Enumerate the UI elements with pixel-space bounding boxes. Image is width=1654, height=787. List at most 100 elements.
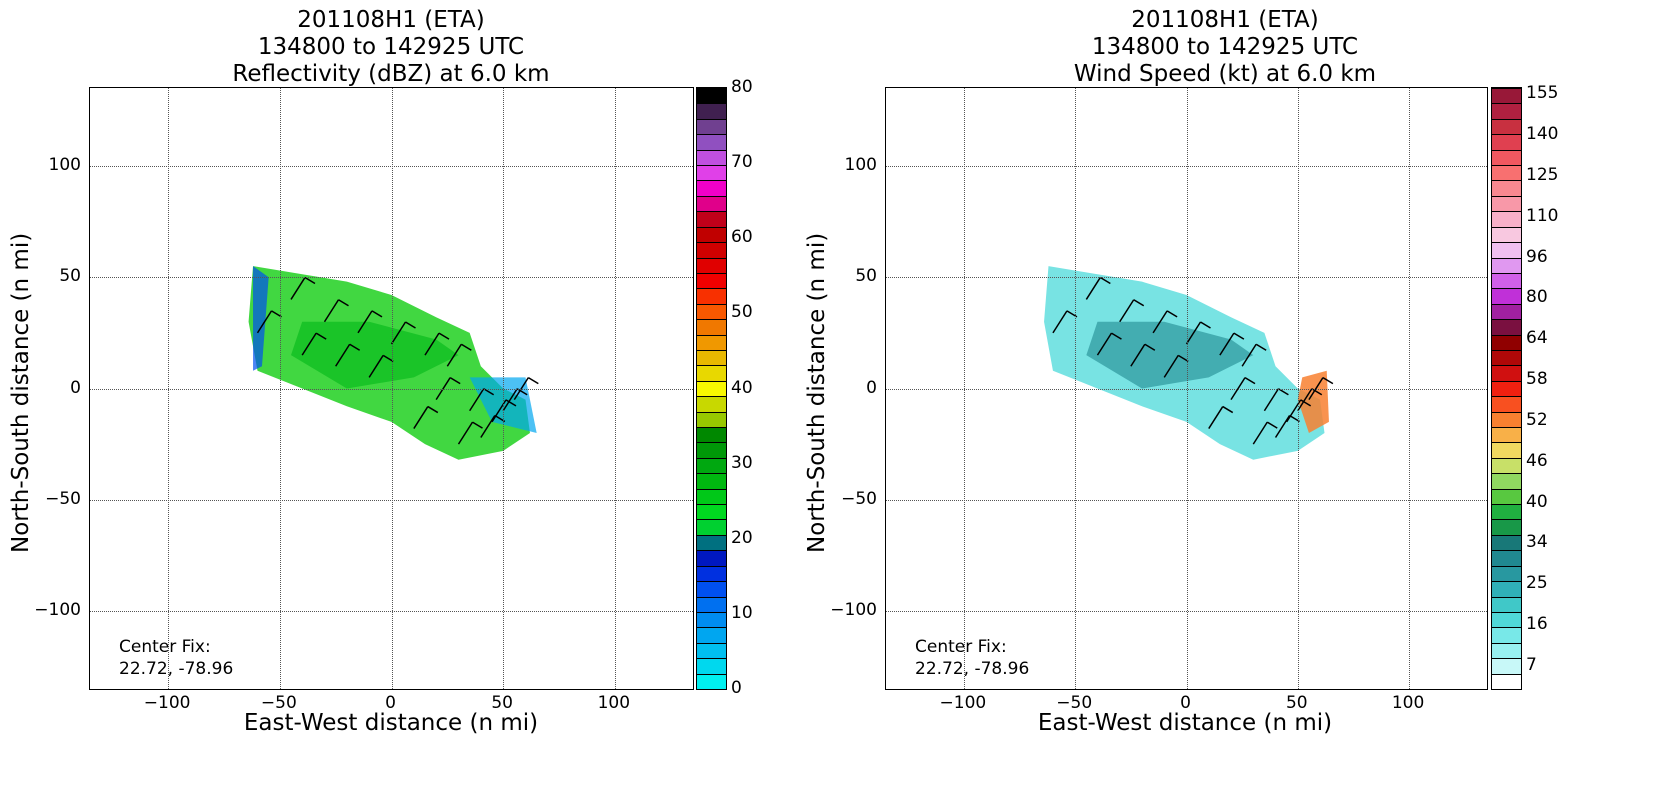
colorbar-segment [1492, 165, 1521, 181]
wind-barb [1219, 332, 1235, 356]
colorbar-segment [1492, 103, 1521, 119]
colorbar-segment [1492, 319, 1521, 335]
wind-barb [1152, 310, 1168, 334]
colorbar-segment [1492, 457, 1521, 474]
colorbar-segment [1492, 596, 1521, 612]
reflectivity-panel: 201108H1 (ETA) 134800 to 142925 UTC Refl… [0, 0, 820, 787]
x-tick-label: −100 [143, 693, 191, 713]
wind-barb-flag [349, 343, 361, 351]
y-gridline [90, 611, 693, 613]
x-axis-label: East-West distance (n mi) [243, 710, 539, 736]
colorbar-segment [697, 211, 726, 227]
wind-barb-flag [516, 388, 528, 396]
wind-speed-colorbar [1491, 87, 1522, 690]
data-region-core [1086, 321, 1254, 389]
colorbar-segment [1492, 242, 1521, 258]
colorbar-tick-label: 50 [731, 302, 753, 323]
colorbar-tick-label: 96 [1526, 246, 1548, 267]
colorbar-tick-label: 30 [731, 452, 753, 473]
wind-barb [1052, 310, 1068, 334]
wind-barb-flag [382, 354, 394, 363]
wind-barb [1163, 354, 1179, 378]
chart-title-line-3: Wind Speed (kt) at 6.0 km [1073, 61, 1377, 87]
colorbar-segment [697, 195, 726, 212]
colorbar-segment [697, 380, 726, 397]
wind-barb-flag [1166, 310, 1178, 318]
colorbar-segment [1492, 673, 1521, 689]
x-tick-label: 0 [1180, 693, 1191, 713]
wind-barb-flag [304, 276, 316, 285]
wind-barb [1252, 421, 1268, 445]
wind-barb [256, 310, 273, 334]
colorbar-tick-label: 34 [1526, 532, 1548, 553]
colorbar-tick-label: 70 [731, 152, 753, 173]
colorbar-segment [697, 334, 726, 350]
x-tick-label: −50 [260, 693, 297, 713]
wind-barb-flag [1300, 399, 1312, 407]
wind-barb-flag [1133, 299, 1145, 307]
wind-barb [446, 343, 462, 367]
wind-barb-flag [1099, 276, 1111, 285]
colorbar-segment [1492, 519, 1521, 535]
colorbar-segment [1492, 442, 1521, 458]
x-tick-label: −100 [939, 693, 987, 713]
wind-barb-flag [1278, 388, 1289, 396]
colorbar-segment [697, 88, 726, 104]
colorbar-segment [1492, 550, 1521, 566]
center-fix-label: Center Fix: 22.72, -78.96 [119, 636, 233, 680]
colorbar-segment [697, 658, 726, 674]
wind-barb-flag [1311, 388, 1323, 396]
x-tick-label: 50 [1285, 693, 1308, 713]
colorbar-tick-label: 25 [1526, 573, 1548, 594]
wind-barb [1263, 388, 1280, 412]
colorbar-tick-label: 140 [1526, 124, 1559, 144]
colorbar-segment [1492, 149, 1521, 166]
wind-barb-flag [1322, 376, 1334, 385]
colorbar-tick-label: 7 [1526, 654, 1537, 675]
y-gridline [90, 165, 693, 167]
y-tick-label: 0 [70, 377, 81, 398]
data-region-core [291, 321, 459, 389]
wind-speed-plot-svg [1044, 266, 1334, 460]
colorbar-segment [697, 365, 726, 381]
center-fix-label: Center Fix: 22.72, -78.96 [915, 636, 1029, 680]
y-gridline [886, 499, 1487, 501]
wind-barb-flag [1255, 343, 1267, 351]
wind-barb [290, 277, 306, 300]
wind-barb [413, 406, 429, 429]
wind-barb-flag [527, 376, 539, 385]
chart-title-line-1: 201108H1 (ETA) [297, 7, 485, 33]
colorbar-segment [1492, 611, 1521, 628]
wind-barb-flag [1233, 332, 1245, 340]
colorbar-tick-label: 58 [1526, 369, 1548, 390]
x-axis-label: East-West distance (n mi) [1037, 710, 1333, 736]
colorbar-segment [697, 411, 726, 428]
colorbar-segment [1492, 504, 1521, 520]
wind-barb-flag [338, 299, 349, 307]
colorbar-segment [697, 180, 726, 196]
center-fix-coordinates: 22.72, -78.96 [915, 659, 1030, 679]
wind-barb-flag [405, 321, 416, 329]
colorbar-segment [1492, 642, 1521, 659]
wind-barb [368, 354, 384, 378]
colorbar-segment [697, 427, 726, 443]
colorbar-segment [697, 303, 726, 320]
y-tick-label: −100 [830, 600, 877, 621]
wind-barb [424, 332, 440, 356]
wind-barb-flag [1111, 332, 1122, 340]
colorbar-segment [697, 627, 726, 643]
colorbar-tick-label: 80 [1526, 287, 1548, 308]
x-tick-label: −50 [1056, 693, 1093, 713]
wind-barb [1241, 343, 1257, 367]
wind-barb-flag [1244, 376, 1256, 385]
wind-barb-flag [1144, 343, 1156, 351]
y-tick-label: 0 [866, 377, 877, 398]
x-tick-label: 100 [1391, 693, 1425, 713]
y-tick-label: −50 [841, 488, 877, 509]
wind-barb-flag [427, 405, 439, 414]
wind-barb-flag [1200, 321, 1211, 329]
colorbar-segment [697, 149, 726, 166]
colorbar-segment [697, 457, 726, 474]
colorbar-segment [697, 504, 726, 520]
wind-barb [469, 388, 485, 412]
